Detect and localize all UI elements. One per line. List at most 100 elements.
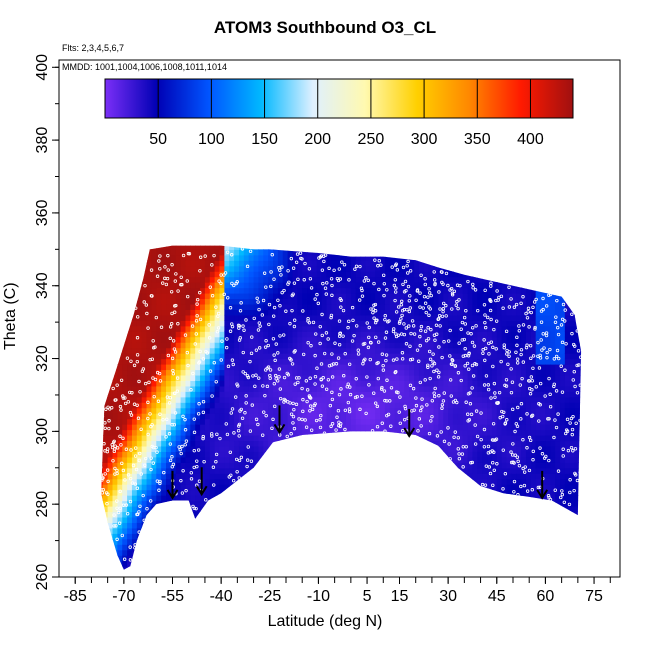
- heatmap-cell: [331, 314, 337, 321]
- heatmap-cell: [399, 336, 405, 343]
- heatmap-cell: [112, 549, 118, 556]
- heatmap-cell: [477, 347, 483, 354]
- heatmap-cell: [112, 407, 118, 414]
- heatmap-cell: [253, 533, 260, 540]
- heatmap-cell: [117, 293, 123, 300]
- heatmap-cell: [253, 325, 260, 332]
- heatmap-cell: [282, 293, 289, 300]
- heatmap-cell: [268, 473, 274, 480]
- heatmap-cell: [112, 385, 118, 392]
- heatmap-cell: [112, 456, 118, 463]
- heatmap-cell: [180, 358, 187, 365]
- heatmap-cell: [297, 331, 303, 338]
- heatmap-cell: [277, 413, 284, 420]
- heatmap-cell: [467, 369, 474, 376]
- heatmap-cell: [248, 500, 255, 507]
- heatmap-cell: [428, 473, 435, 480]
- heatmap-cell: [360, 516, 367, 523]
- heatmap-cell: [462, 298, 469, 305]
- heatmap-cell: [389, 303, 396, 310]
- heatmap-cell: [170, 407, 177, 414]
- heatmap-cell: [161, 560, 167, 567]
- heatmap-cell: [122, 478, 128, 485]
- heatmap-cell: [345, 342, 352, 349]
- heatmap-cell: [273, 456, 279, 463]
- heatmap-cell: [360, 314, 367, 321]
- heatmap-cell: [409, 293, 415, 300]
- heatmap-cell: [311, 484, 318, 491]
- heatmap-cell: [161, 364, 167, 371]
- heatmap-cell: [151, 385, 157, 392]
- heatmap-cell: [428, 309, 435, 316]
- heatmap-cell: [418, 484, 425, 491]
- heatmap-cell: [355, 364, 362, 371]
- heatmap-cell: [156, 555, 162, 562]
- heatmap-cell: [355, 353, 362, 360]
- heatmap-cell: [384, 489, 391, 496]
- heatmap-cell: [190, 238, 195, 244]
- heatmap-cell: [200, 260, 206, 267]
- heatmap-cell: [336, 358, 342, 365]
- heatmap-cell: [326, 331, 332, 338]
- heatmap-cell: [273, 287, 279, 294]
- heatmap-cell: [399, 440, 405, 447]
- heatmap-cell: [307, 364, 313, 371]
- heatmap-cell: [322, 238, 327, 244]
- heatmap-cell: [448, 303, 454, 310]
- heatmap-cell: [448, 331, 454, 338]
- heatmap-cell: [248, 331, 255, 338]
- heatmap-cell: [268, 566, 274, 570]
- heatmap-cell: [185, 385, 191, 392]
- heatmap-cell: [477, 566, 483, 570]
- heatmap-cell: [370, 511, 376, 518]
- heatmap-cell: [472, 511, 478, 518]
- heatmap-cell: [384, 385, 391, 392]
- heatmap-cell: [180, 462, 187, 469]
- heatmap-cell: [423, 445, 430, 452]
- heatmap-cell: [433, 402, 440, 409]
- heatmap-cell: [399, 555, 405, 562]
- heatmap-cell: [161, 555, 167, 562]
- heatmap-cell: [457, 473, 464, 480]
- heatmap-cell: [394, 271, 401, 278]
- heatmap-cell: [243, 533, 250, 540]
- heatmap-cell: [219, 424, 225, 431]
- heatmap-cell: [234, 238, 239, 244]
- heatmap-cell: [418, 495, 425, 502]
- heatmap-cell: [438, 336, 444, 343]
- heatmap-cell: [170, 456, 177, 463]
- heatmap-cell: [321, 538, 328, 545]
- heatmap-cell: [433, 391, 440, 398]
- heatmap-cell: [209, 358, 216, 365]
- heatmap-cell: [195, 500, 201, 507]
- heatmap-cell: [127, 456, 133, 463]
- heatmap-cell: [370, 560, 376, 567]
- heatmap-cell: [273, 282, 279, 289]
- heatmap-cell: [389, 495, 396, 502]
- heatmap-cell: [175, 506, 182, 513]
- heatmap-cell: [238, 396, 245, 403]
- heatmap-cell: [452, 467, 459, 474]
- heatmap-cell: [166, 293, 172, 300]
- heatmap-cell: [122, 533, 128, 540]
- heatmap-cell: [282, 407, 289, 414]
- heatmap-cell: [190, 544, 196, 551]
- heatmap-cell: [350, 260, 357, 267]
- heatmap-cell: [117, 245, 123, 250]
- heatmap-cell: [268, 380, 274, 387]
- heatmap-cell: [414, 544, 420, 551]
- heatmap-cell: [384, 282, 391, 289]
- heatmap-cell: [399, 325, 405, 332]
- heatmap-cell: [195, 522, 201, 529]
- heatmap-cell: [195, 260, 201, 267]
- heatmap-cell: [161, 462, 167, 469]
- heatmap-cell: [452, 560, 459, 567]
- heatmap-cell: [404, 473, 410, 480]
- heatmap-cell: [243, 298, 250, 305]
- heatmap-cell: [136, 413, 143, 420]
- heatmap-cell: [287, 489, 294, 496]
- heatmap-cell: [418, 516, 425, 523]
- heatmap-cell: [112, 538, 118, 545]
- heatmap-cell: [209, 325, 216, 332]
- heatmap-cell: [399, 516, 405, 523]
